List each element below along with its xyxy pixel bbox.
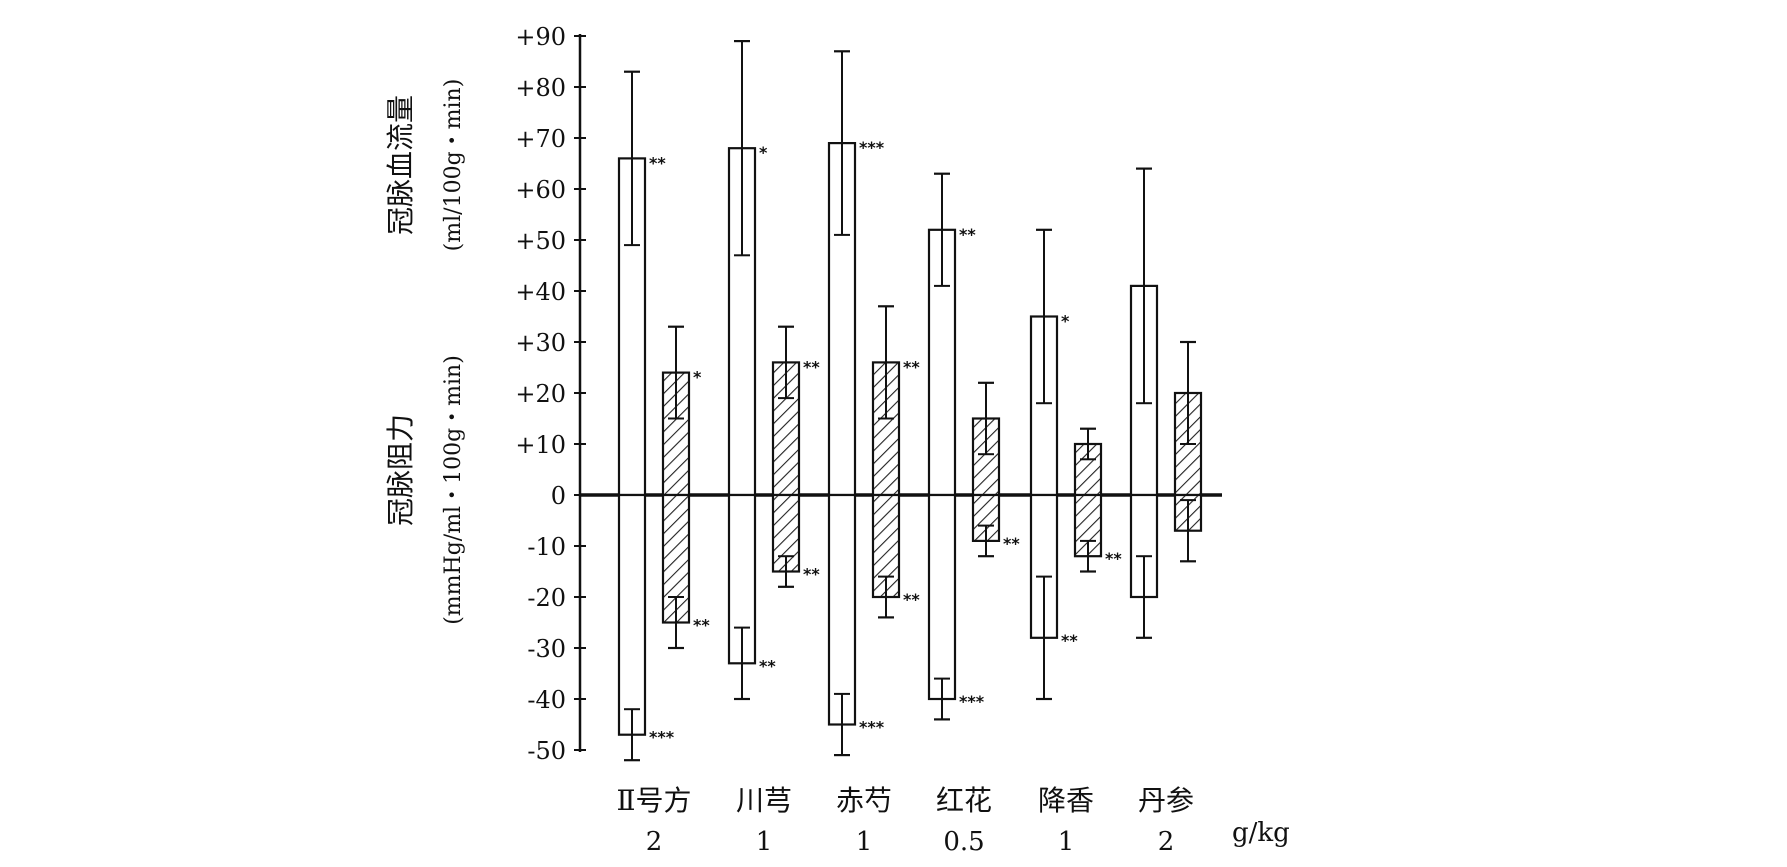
significance-mark: *** [649, 728, 675, 747]
x-dose-label: 2 [1158, 827, 1175, 857]
y-tick-label: +30 [515, 329, 566, 357]
significance-mark: ** [903, 357, 920, 376]
y-unit-lower-text: (mmHg/ml・100g・min) [441, 355, 466, 625]
y-tick-label: +50 [515, 227, 566, 255]
significance-mark: * [759, 143, 768, 162]
y-axis-label-upper: 冠脉血流量 [384, 95, 417, 235]
bar-lower-hatched [1073, 493, 1103, 558]
y-tick-label: +80 [515, 74, 566, 102]
y-tick-label: -40 [527, 686, 566, 714]
x-category-label: 红花 [936, 784, 992, 817]
y-tick-label: -10 [527, 533, 566, 561]
y-axis-unit-lower: (mmHg/ml・100g・min) [441, 355, 466, 625]
y-tick-label: +40 [515, 278, 566, 306]
y-tick-label: +10 [515, 431, 566, 459]
bar-upper-hatched [1173, 391, 1203, 497]
significance-mark: ** [803, 565, 820, 584]
x-dose-label: 1 [1058, 827, 1075, 857]
bar-lower-open [927, 493, 957, 701]
x-dose-label: 1 [856, 827, 873, 857]
y-tick-label: +60 [515, 176, 566, 204]
y-unit-upper-text: (ml/100g・min) [441, 79, 466, 252]
x-unit-label: g/kg [1232, 818, 1290, 848]
x-category-label: 丹参 [1138, 784, 1194, 817]
bar-upper-hatched [1073, 442, 1103, 497]
y-tick-label: -20 [527, 584, 566, 612]
y-tick-label: -30 [527, 635, 566, 663]
y-label-upper-text: 冠脉血流量 [384, 95, 417, 235]
bar-lower-open [617, 493, 647, 736]
bar-lower-open [827, 493, 857, 726]
x-dose-label: 0.5 [943, 827, 984, 857]
y-tick-label: -50 [527, 737, 566, 765]
significance-mark: * [693, 368, 702, 387]
y-label-lower-text: 冠脉阻力 [384, 414, 417, 526]
significance-mark: ** [1061, 631, 1078, 650]
x-dose-label: 1 [756, 827, 773, 857]
y-axis-ticks: +90 +80 +70 +60 +50 +40 +30 +20 +10 0 -10 -20 -30 -40… [515, 23, 586, 765]
y-axis-unit-upper: (ml/100g・min) [441, 79, 466, 252]
x-category-label: Ⅱ号方 [616, 784, 691, 817]
x-category-label: 降香 [1038, 784, 1094, 817]
x-axis-labels: Ⅱ号方 2 川芎 1 赤芍 1 红花 0.5 降香 1 丹参 2 [616, 784, 1194, 857]
significance-mark: ** [1105, 549, 1122, 568]
significance-mark: ** [649, 153, 666, 172]
significance-mark: ** [759, 656, 776, 675]
significance-mark: *** [859, 138, 885, 157]
x-category-label: 川芎 [736, 784, 792, 817]
y-tick-label: 0 [551, 482, 566, 510]
x-dose-label: 2 [646, 827, 663, 857]
significance-mark: *** [859, 718, 885, 737]
significance-mark: * [1061, 312, 1070, 331]
significance-mark: *** [959, 692, 985, 711]
y-axis-label-lower: 冠脉阻力 [384, 414, 417, 526]
y-tick-label: +20 [515, 380, 566, 408]
significance-mark: ** [693, 616, 710, 635]
y-tick-label: +90 [515, 23, 566, 51]
significance-mark: ** [903, 590, 920, 609]
significance-mark: ** [803, 357, 820, 376]
bars-group: ************************************* [617, 39, 1203, 762]
significance-mark: ** [959, 225, 976, 244]
y-tick-label: +70 [515, 125, 566, 153]
significance-mark: ** [1003, 534, 1020, 553]
x-category-label: 赤芍 [836, 784, 892, 817]
